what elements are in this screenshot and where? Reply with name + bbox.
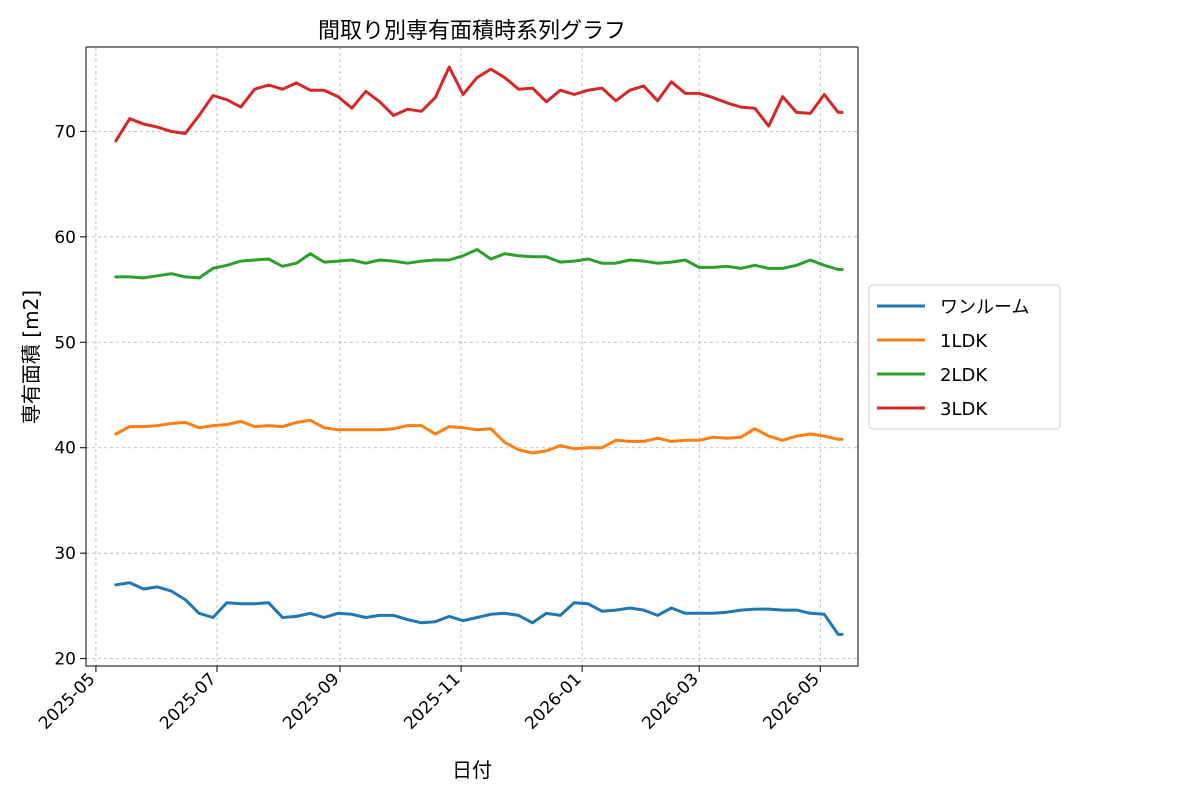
x-tick-label: 2026-01 [521, 669, 585, 733]
x-tick-label: 2025-09 [279, 669, 343, 733]
legend-entry-label: 3LDK [940, 399, 988, 420]
y-tick-label: 40 [54, 439, 76, 459]
x-tick-label: 2025-11 [400, 669, 464, 733]
series-line-2 [114, 248, 844, 280]
y-tick-label: 50 [54, 333, 76, 353]
x-axis-ticks: 2025-05 2025-07 2025-09 2025-11 2026-01 2026-… [35, 666, 824, 734]
legend-entry-label: 2LDK [940, 365, 988, 386]
chart-title: 間取り別専有面積時系列グラフ [318, 19, 626, 44]
series-lines [114, 65, 844, 636]
x-tick-label: 2025-07 [156, 669, 220, 733]
y-tick-label: 70 [54, 122, 76, 142]
grid-lines [86, 47, 858, 666]
x-tick-label: 2026-03 [638, 669, 702, 733]
legend-box [868, 284, 1061, 430]
series-line-1 [114, 418, 844, 455]
y-axis-ticks: 20 30 40 50 60 70 [54, 122, 86, 670]
legend: ワンルーム 1LDK 2LDK 3LDK [868, 284, 1061, 430]
series-line-3 [114, 65, 844, 143]
y-tick-label: 30 [54, 544, 76, 564]
plot-frame [85, 46, 859, 667]
y-tick-label: 60 [54, 228, 76, 248]
series-line-0 [114, 581, 844, 636]
y-axis-label: 専有面積 [m2] [19, 290, 43, 424]
x-tick-label: 2026-05 [759, 669, 823, 733]
legend-entry-label: 1LDK [940, 331, 988, 352]
x-axis-label: 日付 [452, 758, 492, 782]
legend-entry-label: ワンルーム [940, 297, 1029, 318]
x-tick-label: 2025-05 [35, 669, 99, 733]
y-tick-label: 20 [54, 650, 76, 670]
